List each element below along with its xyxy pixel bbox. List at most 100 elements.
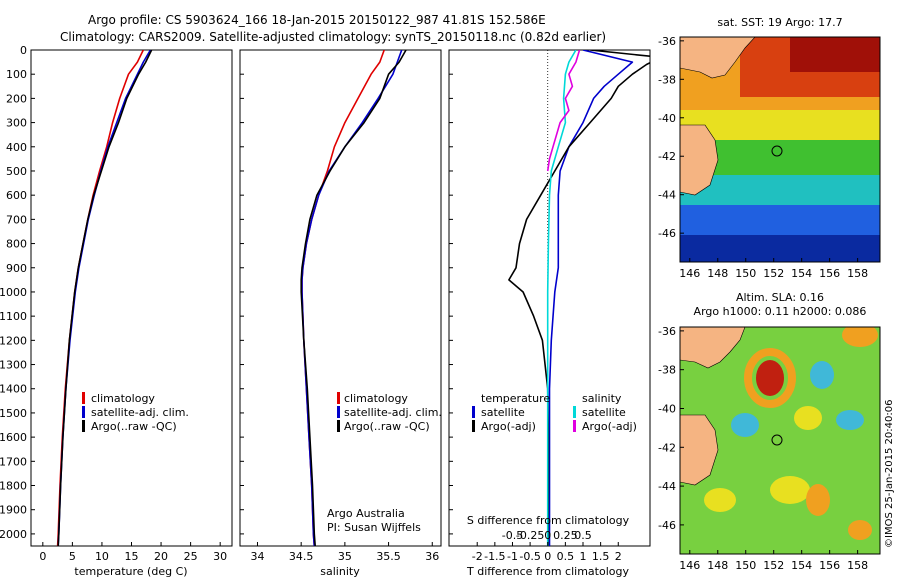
legend-swatch-climatology (337, 392, 340, 404)
salinity-plot-frame (239, 49, 442, 547)
map-lon-label: 150 (735, 267, 756, 280)
x-tick-label: 15 (125, 550, 139, 563)
depth-tick-label: 1900 (0, 504, 27, 517)
temperature-series (56, 50, 153, 546)
x-tick-label: 25 (184, 550, 198, 563)
sla-cold-1 (810, 361, 834, 389)
legend-label-satellite: satellite-adj. clim. (91, 406, 189, 419)
sla-map-title-line2: Argo h1000: 0.11 h2000: 0.086 (694, 305, 867, 318)
map-lat-label: -42 (658, 441, 676, 454)
x-tick-label: -1.5 (484, 550, 505, 563)
map-lat-label: -40 (658, 112, 676, 125)
depth-tick-label: 200 (6, 92, 27, 105)
map-lon-label: 152 (763, 267, 784, 280)
map-lon-label: 150 (735, 559, 756, 572)
x-tick-label: -2 (472, 550, 483, 563)
sst-band-cyan (680, 175, 880, 210)
difference-legend: temperature satellite Argo(-adj) salinit… (472, 392, 637, 433)
map-lat-label: -44 (658, 189, 676, 202)
legend-label-satellite: satellite-adj. clim. (344, 406, 442, 419)
s-tick-label: -0.5 (502, 529, 523, 542)
legend-heading-temperature: temperature (481, 392, 550, 405)
temperature-legend: climatology satellite-adj. clim. Argo(..… (82, 392, 189, 433)
temperature-plot-frame (30, 49, 233, 547)
s-tick-label: 0 (544, 529, 551, 542)
credit-argo-australia: Argo Australia (327, 507, 405, 520)
map-lon-label: 156 (819, 559, 840, 572)
map-lon-label: 154 (791, 559, 812, 572)
depth-tick-label: 500 (6, 165, 27, 178)
sla-warm-north (842, 327, 878, 347)
map-lat-label: -38 (658, 73, 676, 86)
sst-band-blue (680, 205, 880, 235)
x-tick-label: 30 (213, 550, 227, 563)
s-tick-label: -0.25 (516, 529, 544, 542)
sla-cold-3 (731, 413, 759, 437)
x-tick-label: 10 (95, 550, 109, 563)
salinity-legend: climatology satellite-adj. clim. Argo(..… (327, 392, 442, 534)
legend-label-argo: Argo(..raw -QC) (91, 420, 177, 433)
x-tick-label: 0 (544, 550, 551, 563)
series-line-satellite (546, 50, 577, 546)
sla-argo-marker (771, 434, 783, 446)
sla-warm-2 (794, 406, 822, 430)
sla-eddy-warm (756, 360, 784, 396)
sla-cold-2 (836, 410, 864, 430)
legend-swatch-s-argo (573, 420, 576, 432)
sla-warm-3 (770, 476, 810, 504)
sla-eddy-ring (744, 348, 796, 408)
series-line-argo---raw--qc- (300, 50, 407, 546)
x-tick-label: 35.5 (376, 550, 401, 563)
map-lon-label: 152 (763, 559, 784, 572)
map-lat-label: -40 (658, 402, 676, 415)
map-lat-label: -36 (658, 325, 676, 338)
depth-tick-label: 100 (6, 68, 27, 81)
x-tick-label: 20 (154, 550, 168, 563)
depth-tick-label: 1800 (0, 480, 27, 493)
sst-band-hottest (790, 37, 880, 72)
legend-swatch-satellite (337, 406, 340, 418)
difference-xlabel: T difference from climatology (466, 565, 629, 578)
x-tick-label: 1 (580, 550, 587, 563)
x-tick-label: -1 (507, 550, 518, 563)
x-tick-label: 0.5 (557, 550, 575, 563)
depth-axis: 0 100 200 300 400 500 600 700 800 900 1000 1100 1200… (0, 44, 453, 541)
salinity-series (300, 50, 407, 546)
map-lat-label: -44 (658, 480, 676, 493)
legend-swatch-t-argo (472, 420, 475, 432)
legend-swatch-climatology (82, 392, 85, 404)
depth-tick-label: 600 (6, 189, 27, 202)
sla-warm-5 (704, 488, 736, 512)
series-line-argo---raw--qc- (57, 50, 153, 546)
imos-credit: ©IMOS 25-Jan-2015 20:40:06 (884, 400, 895, 548)
map-lon-label: 148 (707, 267, 728, 280)
sla-land-mainland (680, 327, 746, 369)
credit-pi: PI: Susan Wijffels (327, 521, 421, 534)
depth-tick-label: 1400 (0, 383, 27, 396)
depth-tick-label: 2000 (0, 528, 27, 541)
sla-map-title-line1: Altim. SLA: 0.16 (736, 291, 824, 304)
depth-tick-label: 400 (6, 141, 27, 154)
legend-heading-salinity: salinity (582, 392, 622, 405)
x-tick-label: 34 (250, 550, 264, 563)
x-tick-label: 2 (615, 550, 622, 563)
map-lat-label: -38 (658, 364, 676, 377)
legend-label-s-argo: Argo(-adj) (582, 420, 637, 433)
legend-swatch-t-satellite (472, 406, 475, 418)
axis-ticks: 0 5 10 15 20 25 30 34 34.5 35 35.5 36 -2 -1.5 -1 -0.5 0 0… (39, 529, 621, 563)
depth-tick-label: 1200 (0, 334, 27, 347)
sst-map (680, 37, 880, 262)
depth-tick-label: 1700 (0, 455, 27, 468)
temperature-xlabel: temperature (deg C) (74, 565, 187, 578)
legend-label-climatology: climatology (91, 392, 155, 405)
depth-tick-label: 700 (6, 213, 27, 226)
depth-tick-label: 800 (6, 238, 27, 251)
legend-label-s-satellite: satellite (582, 406, 626, 419)
map-lon-label: 154 (791, 267, 812, 280)
map-lon-label: 146 (679, 267, 700, 280)
map-lon-label: 146 (679, 559, 700, 572)
legend-label-argo: Argo(..raw -QC) (344, 420, 430, 433)
depth-tick-label: 0 (20, 44, 27, 57)
sst-map-title: sat. SST: 19 Argo: 17.7 (717, 16, 842, 29)
